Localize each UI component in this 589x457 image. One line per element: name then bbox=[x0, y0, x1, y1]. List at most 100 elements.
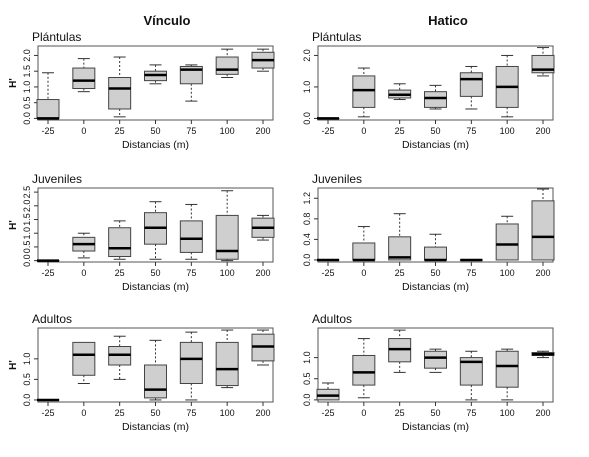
box-25 bbox=[108, 56, 132, 118]
x-tick-label: -25 bbox=[41, 126, 54, 136]
box-200 bbox=[531, 47, 555, 77]
box-0 bbox=[352, 226, 376, 262]
x-tick-label: -25 bbox=[41, 268, 54, 278]
x-axis-label: Distancias (m) bbox=[402, 421, 469, 433]
y-axis-label: H' bbox=[8, 360, 19, 370]
panel-juveniles-hatico: Juveniles 0.0 0.4 0.8 1.2 -25 0 25 50 75 100 200 Dis… bbox=[302, 172, 555, 293]
x-axis-label: Distancias (m) bbox=[122, 281, 189, 293]
panel-plntulas-hatico: Plántulas 0.0 1.0 2.0 -25 0 25 50 75 100 200 Distan… bbox=[302, 30, 555, 151]
box-75 bbox=[459, 350, 483, 401]
x-tick-label: -25 bbox=[321, 408, 334, 418]
x-axis-label: Distancias (m) bbox=[402, 281, 469, 293]
panel-title: Juveniles bbox=[312, 172, 362, 186]
x-tick-label: 0 bbox=[81, 268, 86, 278]
x-tick-label: 75 bbox=[186, 126, 196, 136]
x-tick-label: 25 bbox=[115, 126, 125, 136]
box-200 bbox=[251, 329, 275, 366]
box-100 bbox=[215, 329, 239, 389]
box-body bbox=[144, 364, 167, 399]
y-tick-label: 1.0 bbox=[22, 353, 32, 366]
x-tick-label: 100 bbox=[220, 408, 235, 418]
y-tick-label: 1.0 bbox=[22, 81, 32, 94]
box-25 bbox=[388, 83, 412, 101]
y-tick-label: 0.5 bbox=[22, 373, 32, 386]
box-body bbox=[215, 214, 239, 260]
y-tick-label: 0.8 bbox=[302, 213, 312, 226]
box-200 bbox=[251, 214, 275, 241]
y-tick-label: 1.0 bbox=[302, 81, 312, 94]
panel-title: Adultos bbox=[32, 312, 72, 326]
box--25 bbox=[316, 382, 340, 401]
x-tick-label: 200 bbox=[255, 126, 270, 136]
x-tick-label: 25 bbox=[115, 408, 125, 418]
x-axis-label: Distancias (m) bbox=[122, 421, 189, 433]
box-50 bbox=[424, 233, 447, 262]
x-tick-label: 100 bbox=[220, 268, 235, 278]
box-body bbox=[179, 220, 203, 253]
box-100 bbox=[495, 348, 519, 401]
y-tick-label: 0.5 bbox=[22, 241, 32, 254]
box-25 bbox=[388, 329, 412, 373]
x-tick-label: 200 bbox=[535, 126, 550, 136]
y-tick-label: 1.5 bbox=[22, 213, 32, 226]
box-body bbox=[424, 246, 447, 261]
y-tick-label: 0.0 bbox=[302, 112, 312, 125]
box-body bbox=[108, 76, 132, 110]
x-tick-label: 75 bbox=[466, 408, 476, 418]
y-tick-label: 2.0 bbox=[22, 49, 32, 62]
box-body bbox=[388, 236, 412, 261]
box-body bbox=[459, 357, 483, 386]
box-body bbox=[352, 75, 376, 108]
x-tick-label: 50 bbox=[430, 408, 440, 418]
panel-title: Plántulas bbox=[32, 30, 81, 44]
box-50 bbox=[144, 201, 167, 260]
x-tick-label: 25 bbox=[395, 268, 405, 278]
box-75 bbox=[179, 203, 203, 260]
x-tick-label: 0 bbox=[361, 268, 366, 278]
y-tick-label: 0.0 bbox=[22, 254, 32, 267]
y-tick-label: 1.2 bbox=[302, 192, 312, 205]
x-tick-label: 100 bbox=[220, 126, 235, 136]
box-body bbox=[424, 350, 447, 369]
box-body bbox=[215, 341, 239, 387]
y-axis-label: H' bbox=[8, 220, 19, 230]
box-50 bbox=[424, 348, 447, 373]
x-tick-label: 75 bbox=[466, 126, 476, 136]
box-0 bbox=[72, 58, 96, 93]
x-tick-label: 100 bbox=[500, 126, 515, 136]
box-200 bbox=[531, 188, 555, 261]
x-axis-label: Distancias (m) bbox=[122, 139, 189, 151]
box-75 bbox=[179, 64, 203, 102]
column-title-hatico: Hatico bbox=[428, 13, 468, 28]
y-tick-label: 0.0 bbox=[302, 254, 312, 267]
x-tick-label: 100 bbox=[500, 408, 515, 418]
box-0 bbox=[352, 67, 376, 118]
box-200 bbox=[251, 48, 275, 72]
x-tick-label: 25 bbox=[395, 408, 405, 418]
box-25 bbox=[108, 220, 132, 260]
box-body bbox=[72, 341, 96, 376]
box-100 bbox=[215, 48, 239, 78]
box-body bbox=[215, 56, 239, 75]
box-25 bbox=[388, 213, 412, 261]
box-75 bbox=[459, 65, 483, 110]
x-tick-label: 75 bbox=[186, 408, 196, 418]
y-tick-label: 0.5 bbox=[22, 96, 32, 109]
x-tick-label: 0 bbox=[361, 126, 366, 136]
box-body bbox=[352, 242, 376, 261]
box-0 bbox=[72, 341, 96, 384]
x-tick-label: 200 bbox=[255, 268, 270, 278]
box-100 bbox=[495, 215, 519, 261]
box-body bbox=[36, 99, 60, 119]
panel-adultos-hatico: Adultos 0.0 0.5 1.0 -25 0 25 50 75 100 200 Distanci… bbox=[302, 312, 555, 433]
x-axis-label: Distancias (m) bbox=[402, 139, 469, 151]
box-body bbox=[108, 227, 132, 258]
x-tick-label: 0 bbox=[81, 126, 86, 136]
x-tick-label: 50 bbox=[150, 126, 160, 136]
box-body bbox=[495, 350, 519, 388]
y-tick-label: 0.0 bbox=[302, 394, 312, 407]
y-tick-label: 2.5 bbox=[22, 186, 32, 199]
y-axis-label: H' bbox=[8, 78, 19, 88]
box-100 bbox=[495, 54, 519, 118]
